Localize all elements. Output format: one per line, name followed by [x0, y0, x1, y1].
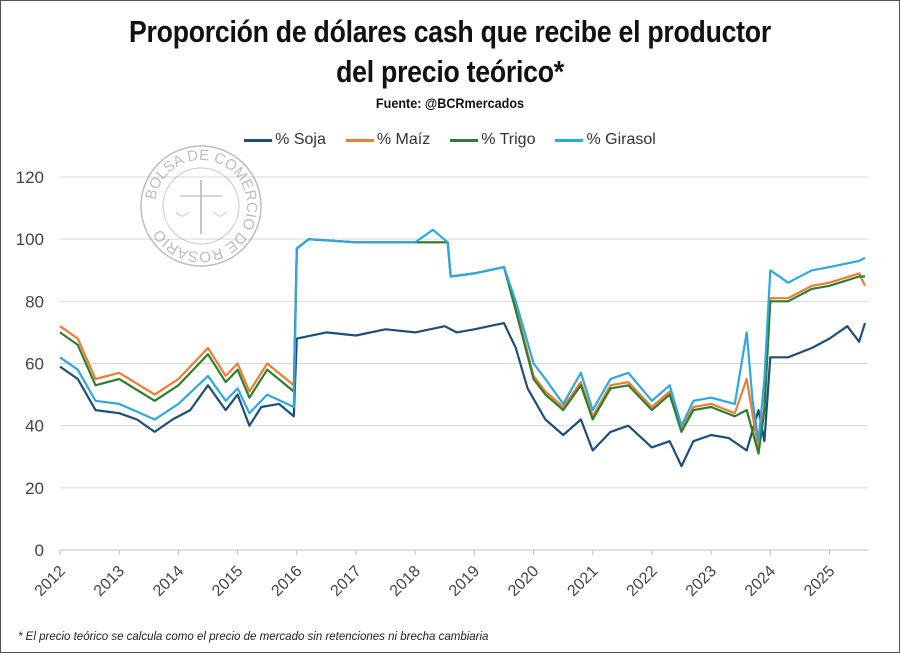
x-tick-label: 2015	[209, 563, 246, 600]
x-tick-label: 2021	[564, 563, 601, 600]
chart-source: Fuente: @BCRmercados	[375, 95, 525, 111]
legend-swatch	[345, 138, 374, 142]
legend-label: % Girasol	[586, 131, 656, 148]
y-tick-label: 60	[25, 355, 44, 374]
x-tick-label: 2012	[32, 563, 69, 600]
x-tick-label: 2019	[446, 563, 483, 600]
legend-swatch	[555, 138, 584, 142]
x-tick-label: 2024	[742, 563, 779, 600]
chart-title-line2: del precio teórico*	[336, 54, 564, 89]
legend-item-trigo: % Trigo	[450, 131, 535, 149]
y-tick-label: 0	[35, 541, 44, 560]
x-tick-label: 2025	[801, 563, 838, 600]
legend-item-girasol: % Girasol	[555, 131, 656, 149]
y-tick-label: 40	[25, 417, 44, 436]
legend-swatch	[450, 138, 479, 142]
legend-item-soja: % Soja	[244, 131, 326, 149]
x-tick-label: 2016	[268, 563, 305, 600]
bcr-seal-logo: BOLSA DE COMERCIO DE ROSARIO	[140, 145, 262, 267]
legend-label: % Maíz	[376, 131, 431, 148]
x-tick-label: 2013	[91, 563, 128, 600]
series-line-soja	[59, 322, 867, 468]
x-tick-label: 2018	[387, 563, 424, 600]
legend-label: % Soja	[275, 131, 326, 148]
y-tick-label: 20	[25, 479, 44, 498]
legend-item-maiz: % Maíz	[345, 131, 431, 149]
x-tick-label: 2020	[505, 563, 542, 600]
legend-label: % Trigo	[481, 131, 536, 148]
y-tick-label: 120	[16, 168, 44, 187]
x-tick-label: 2022	[624, 563, 661, 600]
series-line-girasol	[59, 228, 866, 443]
x-tick-label: 2023	[683, 563, 720, 600]
series-line-trigo	[59, 238, 865, 455]
x-tick-label: 2014	[150, 563, 187, 600]
legend-swatch	[244, 138, 273, 142]
footnote: * El precio teórico se calcula como el p…	[18, 631, 489, 643]
y-tick-label: 80	[25, 292, 44, 311]
x-tick-label: 2017	[328, 563, 365, 600]
legend: % Soja % Maíz % Trigo % Girasol	[0, 131, 900, 149]
chart-title-line1: Proporción de dólares cash que recibe el…	[129, 14, 771, 49]
y-tick-label: 100	[16, 230, 44, 249]
